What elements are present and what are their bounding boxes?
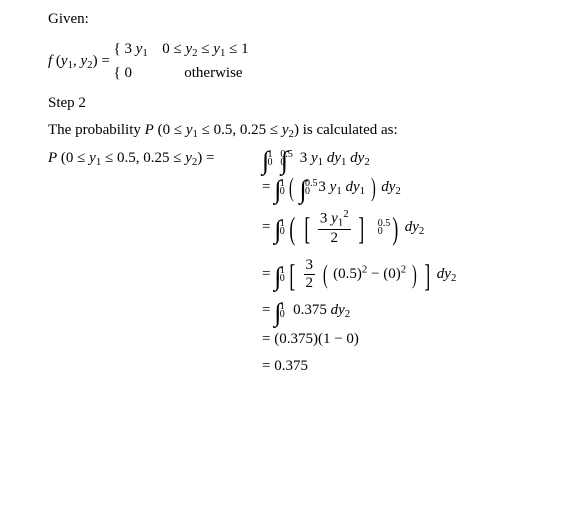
eq-line-2: = ∫01 ( ∫00.5 3 y1 dy1 ) dy2: [262, 180, 575, 197]
brace-open-1: {: [114, 41, 121, 57]
eq-line-7: = 0.375: [262, 359, 575, 374]
fraction-3-over-2: 3 2: [304, 258, 316, 291]
step-label: Step 2: [48, 96, 575, 111]
eq-line-5: = ∫01 0.375 dy2: [262, 303, 575, 320]
fraction-3y1sq-over-2: 3 y12 2: [318, 209, 351, 246]
eq-line-6: = (0.375)(1 − 0): [262, 332, 575, 347]
piecewise-otherwise: otherwise: [162, 65, 242, 81]
probability-sentence: The probability P (0 ≤ y1 ≤ 0.5, 0.25 ≤ …: [48, 123, 575, 140]
prob-expression: P (0 ≤ y1 ≤ 0.5, 0.25 ≤ y2): [145, 122, 303, 138]
eq-lhs: P (0 ≤ y1 ≤ 0.5, 0.25 ≤ y2) =: [48, 151, 262, 168]
equation-block: P (0 ≤ y1 ≤ 0.5, 0.25 ≤ y2) = ∫01 ∫00.5 …: [48, 151, 575, 374]
piecewise-definition: f (y1, y2) = { 3 y1 0 ≤ y2 ≤ y1 ≤ 1 { 0 …: [48, 39, 575, 84]
piecewise-lhs: f (y1, y2) =: [48, 53, 114, 69]
given-label: Given:: [48, 12, 575, 27]
eq-line-4: = ∫01 [ 3 2 ( (0.5)2 − (0)2 ) ] dy2: [262, 258, 575, 291]
eq-line-3: = ∫01 ( [ 3 y12 2 ] 0.5 0 ) dy2: [262, 209, 575, 246]
piecewise-body: { 3 y1 0 ≤ y2 ≤ y1 ≤ 1 { 0 otherwise: [114, 39, 249, 84]
piecewise-zero: 0: [125, 63, 159, 83]
prob-post: is calculated as:: [303, 122, 398, 138]
prob-pre: The probability: [48, 122, 145, 138]
eq-line-1: ∫01 ∫00.5 3 y1 dy1 dy2: [262, 151, 575, 168]
brace-open-2: {: [114, 65, 121, 81]
